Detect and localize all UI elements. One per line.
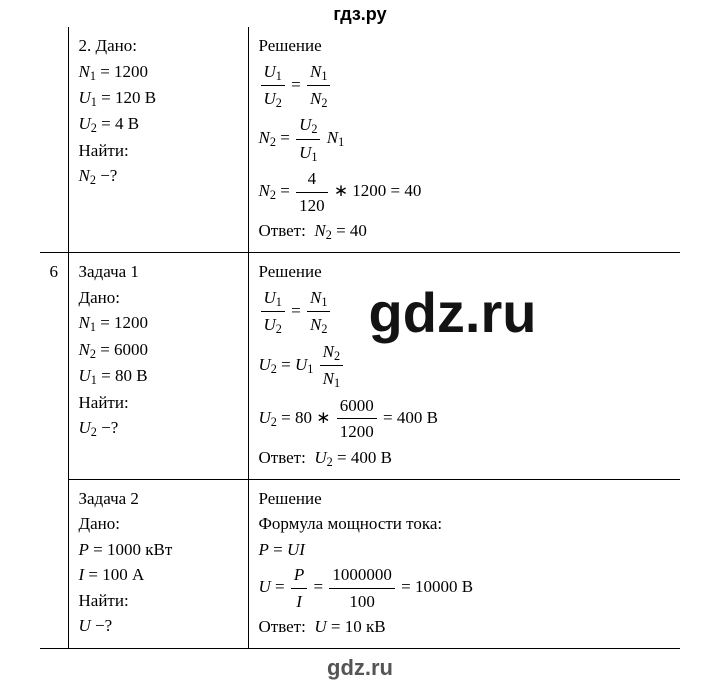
given-line: U1 = 80 В [79, 363, 240, 389]
row-number-cell: 6 [40, 253, 68, 648]
given-line: I = 100 А [79, 562, 240, 588]
given-cell: 2. Дано: N1 = 1200 U1 = 120 В U2 = 4 В Н… [68, 27, 248, 253]
table-row: 6 Задача 1 Дано: N1 = 1200 N2 = 6000 U1 … [40, 253, 680, 479]
page-header: гдз.ру [0, 0, 720, 27]
solution-title: Решение [259, 486, 673, 512]
formula-label: Формула мощности тока: [259, 511, 673, 537]
given-title: 2. Дано: [79, 33, 240, 59]
find-label: Найти: [79, 390, 240, 416]
solution-cell: Решение U1U2 = N1N2 N2 = U2U1 N1 N2 = 41… [248, 27, 680, 253]
answer-line: Ответ: U = 10 кВ [259, 614, 673, 640]
solution-cell: Решение U1U2 = N1N2 U2 = U1 N2N1 U2 = 80… [248, 253, 680, 479]
find-label: Найти: [79, 138, 240, 164]
answer-line: Ответ: U2 = 400 В [259, 445, 673, 471]
given-line: N1 = 1200 [79, 59, 240, 85]
given-cell: Задача 2 Дано: P = 1000 кВт I = 100 А На… [68, 479, 248, 648]
equation: U2 = U1 N2N1 [259, 339, 673, 393]
equation: N2 = U2U1 N1 [259, 112, 673, 166]
given-line: N2 = 6000 [79, 337, 240, 363]
table-row: 2. Дано: N1 = 1200 U1 = 120 В U2 = 4 В Н… [40, 27, 680, 253]
solutions-table: 2. Дано: N1 = 1200 U1 = 120 В U2 = 4 В Н… [40, 27, 680, 649]
solution-title: Решение [259, 259, 673, 285]
find-line: U2 −? [79, 415, 240, 441]
given-line: U1 = 120 В [79, 85, 240, 111]
answer-line: Ответ: N2 = 40 [259, 218, 673, 244]
equation: N2 = 4120 ∗ 1200 = 40 [259, 166, 673, 218]
given-line: P = 1000 кВт [79, 537, 240, 563]
solution-cell: Решение Формула мощности тока: P = UI U … [248, 479, 680, 648]
table-row: Задача 2 Дано: P = 1000 кВт I = 100 А На… [40, 479, 680, 648]
find-label: Найти: [79, 588, 240, 614]
find-line: N2 −? [79, 163, 240, 189]
given-line: U2 = 4 В [79, 111, 240, 137]
row-number-cell [40, 27, 68, 253]
given-title: Дано: [79, 285, 240, 311]
task-label: Задача 2 [79, 486, 240, 512]
solution-title: Решение [259, 33, 673, 59]
given-line: N1 = 1200 [79, 310, 240, 336]
find-line: U −? [79, 613, 240, 639]
given-cell: Задача 1 Дано: N1 = 1200 N2 = 6000 U1 = … [68, 253, 248, 479]
page-footer: gdz.ru [0, 649, 720, 687]
equation: U1U2 = N1N2 [259, 285, 673, 339]
equation: P = UI [259, 537, 673, 563]
equation: U1U2 = N1N2 [259, 59, 673, 113]
equation: U2 = 80 ∗ 60001200 = 400 В [259, 393, 673, 445]
given-title: Дано: [79, 511, 240, 537]
task-label: Задача 1 [79, 259, 240, 285]
equation: U = PI = 1000000100 = 10000 В [259, 562, 673, 614]
